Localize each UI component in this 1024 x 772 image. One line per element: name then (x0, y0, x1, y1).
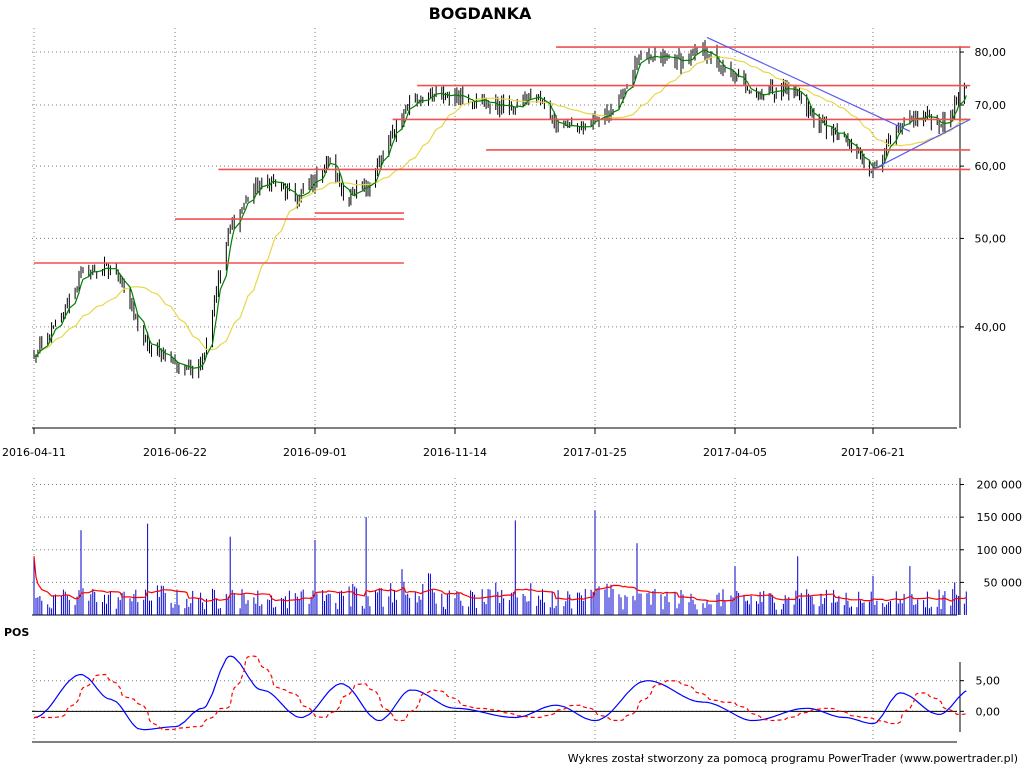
volume-bars (33, 510, 967, 615)
grid-lines (32, 28, 957, 742)
pos-y-tick-label: 5,00 (976, 675, 1001, 688)
x-tick-label: 2017-06-21 (841, 446, 905, 459)
pos-line (33, 655, 967, 731)
x-tick-label: 2016-09-01 (283, 446, 347, 459)
x-tick-label: 2017-01-25 (563, 446, 627, 459)
x-tick-label: 2016-11-14 (423, 446, 487, 459)
price-y-tick-label: 50,00 (975, 232, 1007, 245)
volume-y-tick-label: 200 000 (977, 479, 1023, 492)
volume-y-tick-label: 100 000 (977, 544, 1023, 557)
volume-y-tick-label: 150 000 (977, 511, 1023, 524)
trend-line (872, 118, 971, 170)
pos-signal-line (34, 655, 967, 731)
footer-credit: Wykres został stworzony za pomocą progra… (568, 752, 1018, 765)
x-tick-label: 2017-04-05 (703, 446, 767, 459)
moving-average-slow (33, 56, 967, 358)
volume-y-tick-label: 50 000 (984, 576, 1023, 589)
pos-panel-label: POS (4, 626, 29, 639)
x-tick-label: 2016-06-22 (143, 446, 207, 459)
axes (32, 46, 964, 743)
chart-title: BOGDANKA (429, 4, 532, 23)
candles (33, 40, 967, 379)
price-y-tick-label: 40,00 (975, 321, 1007, 334)
pos-y-tick-label: 0,00 (976, 705, 1001, 718)
price-y-tick-label: 80,00 (975, 46, 1007, 59)
trend-line (706, 36, 911, 132)
moving-average-fast (33, 49, 967, 369)
volume-moving-average (33, 556, 967, 603)
price-y-tick-label: 60,00 (975, 160, 1007, 173)
price-y-tick-label: 70,00 (975, 99, 1007, 112)
x-tick-label: 2016-04-11 (2, 446, 66, 459)
